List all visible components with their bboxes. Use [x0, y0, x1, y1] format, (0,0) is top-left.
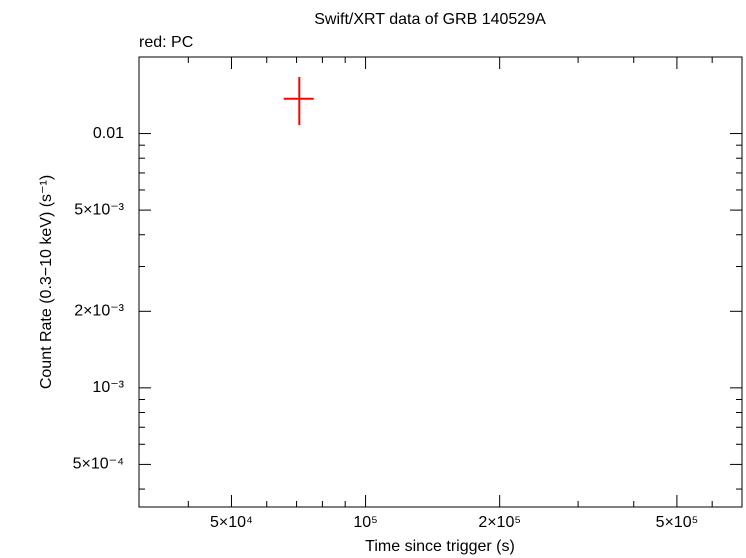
y-tick-label: 0.01	[93, 125, 124, 142]
x-tick-label: 5×10⁴	[210, 514, 253, 531]
x-tick-label: 5×10⁵	[656, 514, 699, 531]
y-axis-label: Count Rate (0.3−10 keV) (s⁻¹)	[38, 175, 55, 389]
y-tick-label: 5×10⁻³	[74, 201, 124, 218]
y-tick-label: 5×10⁻⁴	[73, 456, 124, 473]
y-tick-label: 10⁻³	[92, 379, 124, 396]
subtitle: red: PC	[139, 34, 193, 51]
chart-title: Swift/XRT data of GRB 140529A	[314, 11, 546, 28]
x-tick-label: 2×10⁵	[478, 514, 521, 531]
y-tick-label: 2×10⁻³	[74, 303, 124, 320]
x-tick-label: 10⁵	[353, 514, 377, 531]
plot-frame	[138, 56, 743, 508]
x-axis-label: Time since trigger (s)	[365, 538, 515, 555]
